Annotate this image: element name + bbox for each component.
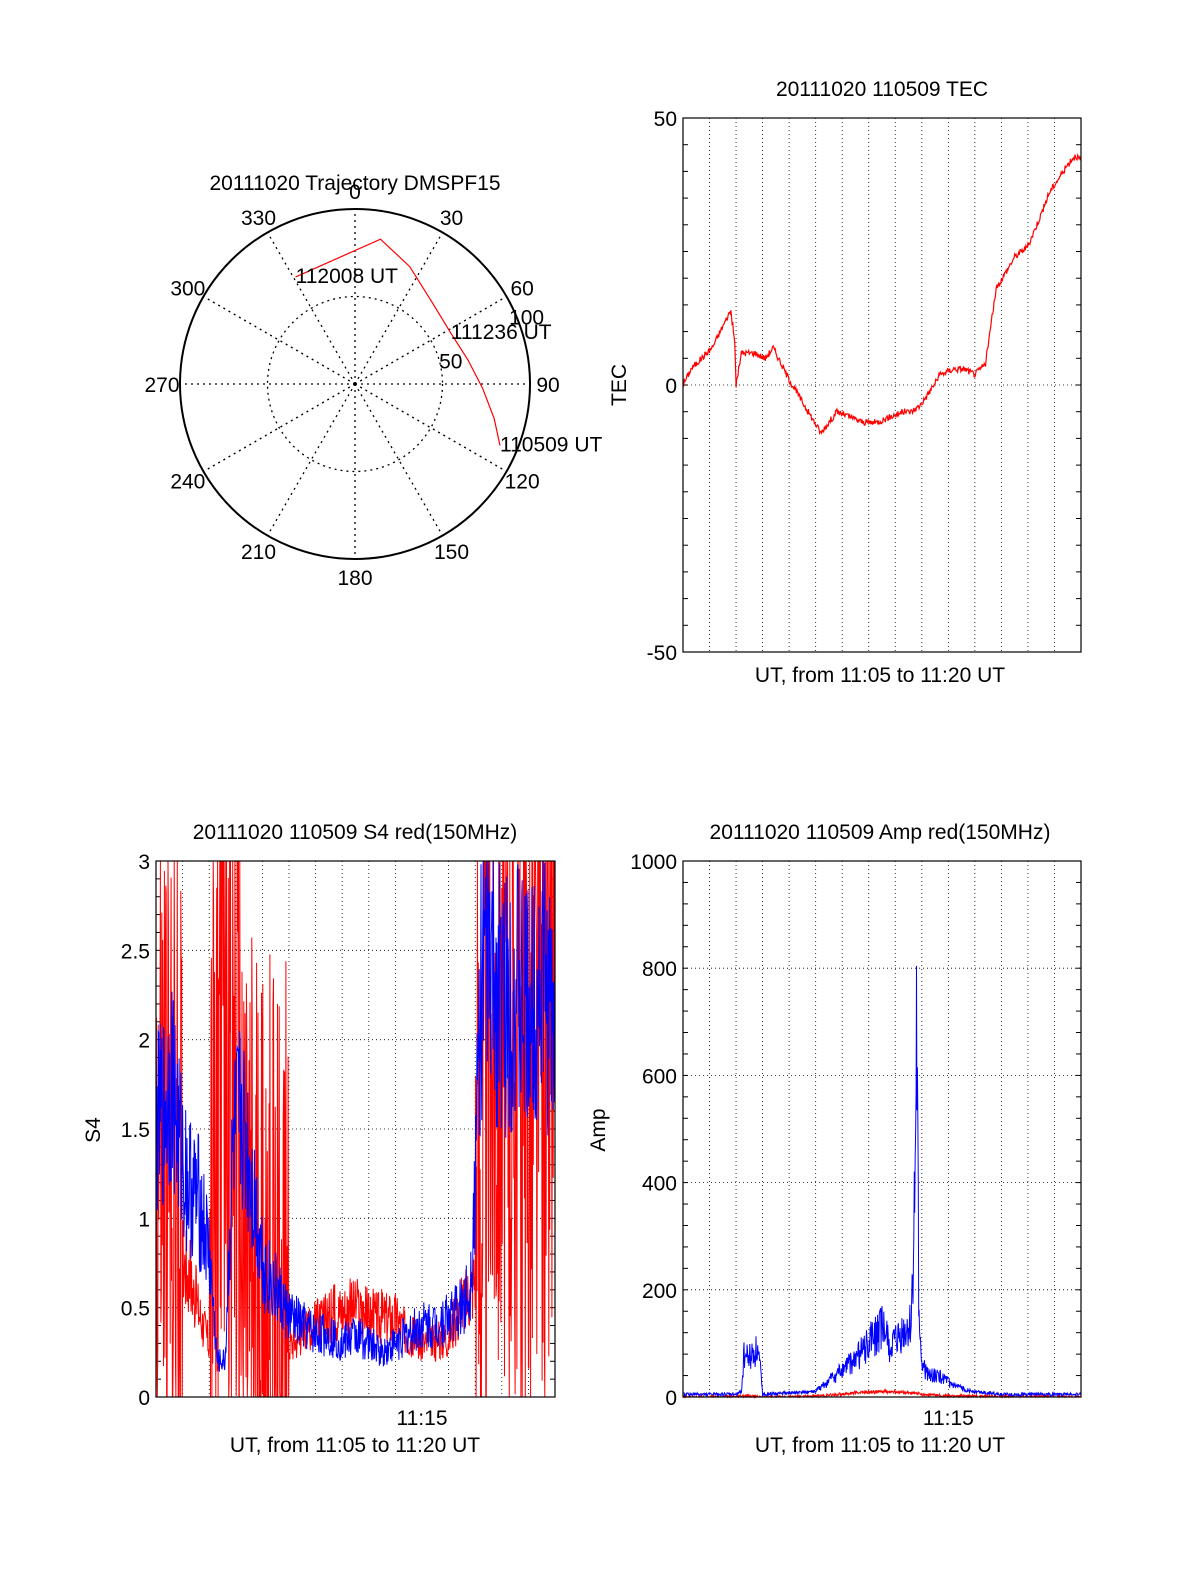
azimuth-label: 240 [170,471,205,494]
y-tick-label: 800 [642,958,677,981]
azimuth-label: 150 [434,541,469,564]
y-tick-label: 1 [138,1208,150,1231]
trajectory-title: 20111020 Trajectory DMSPF15 [209,172,500,195]
amp-panel: 20111020 110509 Amp red(150MHz) 0 200 400 6… [587,821,1082,1457]
y-tick-label: 400 [642,1173,677,1196]
radial-label: 50 [439,350,462,373]
azimuth-label: 210 [241,541,276,564]
polar-spoke [354,232,444,385]
tec-y-axis-label: TEC [608,364,631,406]
y-tick-label: 2 [138,1030,150,1053]
y-tick-label: 2.5 [121,940,150,963]
tec-x-axis-label: UT, from 11:05 to 11:20 UT [755,664,1005,687]
amp-x-axis-label: UT, from 11:05 to 11:20 UT [755,1434,1005,1457]
y-tick-label: 1000 [630,851,677,874]
trajectory-time-label: 110509 UT [500,434,603,457]
x-tick-label: 11:15 [923,1407,974,1430]
tec-panel: 20111020 110509 TEC -50 0 50 UT, from 11:0… [608,78,1082,687]
radial-labels: 50 100 [439,307,544,374]
amp-y-axis-label: Amp [587,1108,610,1151]
azimuth-label: 300 [170,278,205,301]
azimuth-label: 180 [337,567,372,590]
y-tick-label: 0 [665,375,677,398]
s4-y-axis-label: S4 [82,1117,105,1143]
trajectory-time-label: 111236 UT [451,321,552,344]
series-line [155,860,556,1372]
x-tick-label: 11:15 [397,1407,448,1430]
tec-series [682,152,1082,436]
azimuth-label: 0 [349,181,361,204]
tec-title: 20111020 110509 TEC [776,78,988,101]
trajectory-panel: 20111020 Trajectory DMSPF15 0 30 60 90 120 15… [144,172,602,590]
series-line [155,860,556,1398]
amp-plot-frame [682,860,1082,1398]
series-line [682,152,1082,436]
y-tick-label: 0 [665,1387,677,1410]
amp-y-tick-labels: 0 200 400 600 800 1000 [630,851,677,1410]
tec-grid [683,117,1081,653]
trajectory-series: 110509 UT 111236 UT 112008 UT [295,238,603,457]
azimuth-label: 270 [144,374,179,397]
amp-x-tick-labels: 11:15 [923,1407,974,1430]
azimuth-label: 120 [505,471,540,494]
series-line [682,965,1082,1398]
y-tick-label: 1.5 [121,1119,150,1142]
s4-panel: 20111020 110509 S4 red(150MHz) 0 0.5 1 1.5 2… [82,821,556,1457]
y-tick-label: 0 [138,1387,150,1410]
polar-outer-circle [179,208,531,560]
tec-y-tick-labels: -50 0 50 [647,108,677,665]
radial-label: 100 [509,307,544,330]
polar-spoke [354,383,444,536]
amp-series [682,965,1082,1399]
trajectory-time-label: 112008 UT [296,265,399,288]
azimuth-label: 60 [510,278,533,301]
amp-title: 20111020 110509 Amp red(150MHz) [710,821,1051,844]
azimuth-label: 330 [241,207,276,230]
polar-spoke [266,383,356,536]
azimuth-label: 90 [536,374,559,397]
y-tick-label: 600 [642,1065,677,1088]
y-tick-label: 3 [138,851,150,874]
polar-spoke [354,383,507,473]
tec-plot-frame [682,117,1082,653]
polar-spoke [203,295,356,385]
trajectory-line [295,238,501,446]
y-tick-label: 0.5 [121,1298,150,1321]
azimuth-labels: 0 30 60 90 120 150 180 210 240 270 300 330 [144,181,559,590]
y-tick-label: 200 [642,1280,677,1303]
polar-spoke [203,383,356,473]
polar-ring [266,295,444,473]
s4-plot-frame [155,860,556,1398]
s4-x-axis-label: UT, from 11:05 to 11:20 UT [230,1434,480,1457]
polar-grid [180,209,530,559]
s4-title: 20111020 110509 S4 red(150MHz) [193,821,518,844]
polar-spoke [354,295,507,385]
y-tick-label: -50 [647,642,677,665]
azimuth-label: 30 [440,207,463,230]
polar-spoke [266,232,356,385]
s4-y-tick-labels: 0 0.5 1 1.5 2 2.5 3 [121,851,150,1410]
y-tick-label: 50 [654,108,677,131]
s4-series [155,860,556,1398]
s4-x-tick-labels: 11:15 [397,1407,448,1430]
